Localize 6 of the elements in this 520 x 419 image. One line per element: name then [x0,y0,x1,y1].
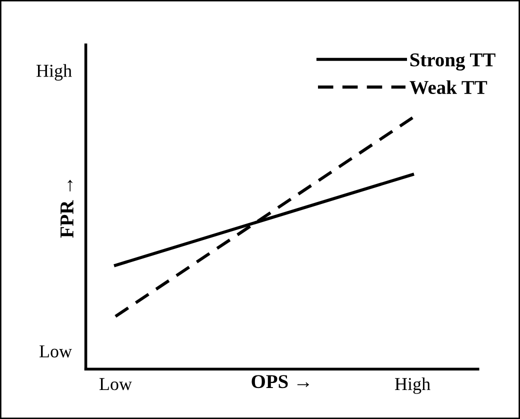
y-axis-title: FPR → [60,180,74,238]
text: Low [40,345,72,358]
legend-label: Strong TT [410,53,496,71]
text: High [36,64,72,81]
legend-label: Weak TT [410,80,488,94]
x-axis-title: OPS → [252,375,309,388]
